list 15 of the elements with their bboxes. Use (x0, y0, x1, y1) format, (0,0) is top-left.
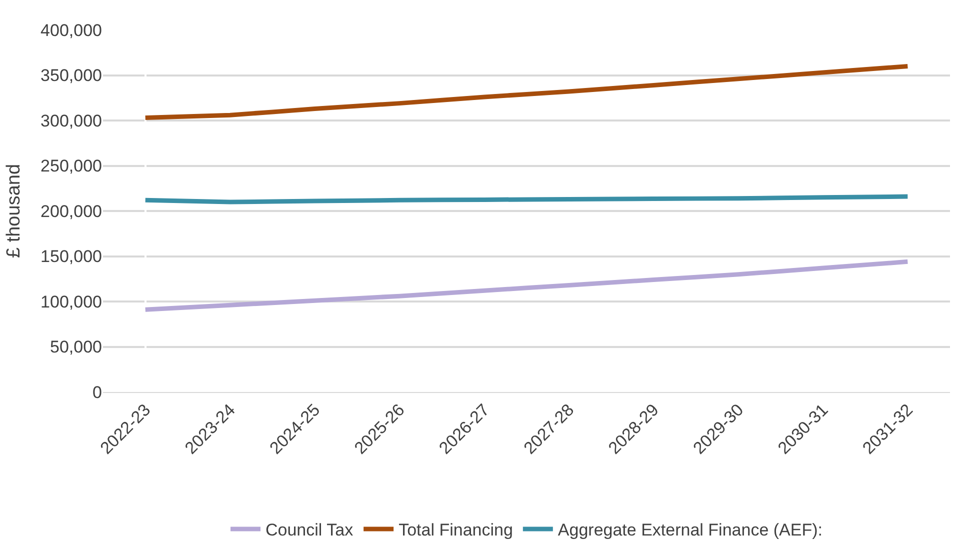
y-tick-label: 250,000 (40, 156, 102, 176)
y-axis-title: £ thousand (3, 164, 24, 258)
line-series (143, 64, 910, 120)
line-series (143, 259, 910, 312)
legend-label: Total Financing (398, 520, 513, 540)
y-tick-label: 100,000 (40, 292, 102, 312)
y-tick-label: 50,000 (50, 338, 102, 357)
y-tick-label: 150,000 (40, 247, 102, 266)
y-tick-label: 200,000 (40, 202, 102, 221)
y-tick-label: 0 (92, 382, 102, 402)
y-tick-label: 300,000 (40, 111, 102, 130)
y-tick-label: 350,000 (40, 66, 102, 86)
y-tick-label: 400,000 (40, 20, 102, 40)
legend-label: Council Tax (266, 520, 354, 540)
legend-label: Aggregate External Finance (AEF): (558, 520, 822, 540)
